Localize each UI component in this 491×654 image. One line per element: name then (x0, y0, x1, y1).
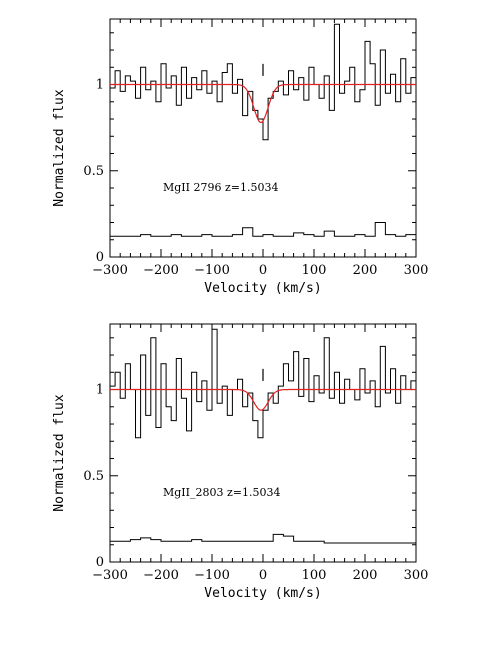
error-spectrum (110, 533, 416, 544)
x-axis-label: Velocity (km/s) (204, 281, 321, 296)
y-tick-label: 0.5 (83, 469, 104, 484)
x-tick-label: −200 (143, 568, 179, 583)
panel-1: −300 −200 −100 0 100 200 300 0 0.5 1 Velocity (km/… (52, 18, 429, 296)
x-tick-label: −300 (92, 263, 128, 278)
x-tick-label: −100 (194, 568, 230, 583)
y-tick-label: 1 (96, 78, 104, 93)
y-tick-label: 0.5 (83, 164, 104, 179)
flux-spectrum (110, 328, 416, 439)
x-tick-label: 0 (259, 568, 267, 583)
model-fit-line (110, 388, 416, 411)
y-axis-label: Normalized flux (52, 89, 67, 207)
x-tick-label: −300 (92, 568, 128, 583)
x-tick-label: 300 (404, 263, 429, 278)
x-axis-label: Velocity (km/s) (204, 586, 321, 601)
x-tick-label: 0 (259, 263, 267, 278)
error-spectrum (110, 222, 416, 237)
plot-area (110, 328, 416, 544)
x-tick-label: −100 (194, 263, 230, 278)
panel-2: −300 −200 −100 0 100 200 300 0 0.5 1 Velocity (km/… (52, 323, 429, 601)
model-fit-line (110, 83, 416, 124)
x-tick-label: 100 (302, 568, 327, 583)
x-tick-label: 200 (353, 263, 378, 278)
x-tick-label: 300 (404, 568, 429, 583)
y-tick-label: 0 (96, 555, 104, 570)
y-tick-label: 1 (96, 383, 104, 398)
flux-spectrum (110, 23, 416, 141)
transition-annotation: MgII 2796 z=1.5034 (163, 181, 278, 194)
y-axis-label: Normalized flux (52, 394, 67, 512)
x-tick-label: 200 (353, 568, 378, 583)
y-tick-label: 0 (96, 250, 104, 265)
x-tick-label: −200 (143, 263, 179, 278)
plot-area (110, 23, 416, 237)
transition-annotation: MgII_2803 z=1.5034 (163, 486, 281, 499)
x-tick-label: 100 (302, 263, 327, 278)
